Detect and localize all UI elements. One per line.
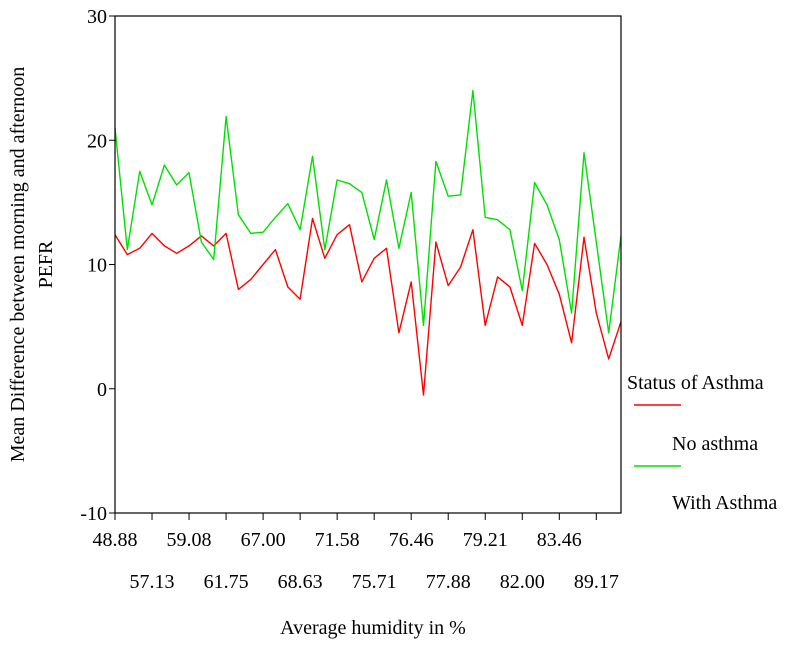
y-axis-title-line1: Mean Difference between morning and afte… bbox=[7, 67, 29, 463]
x-tick-label: 82.00 bbox=[500, 571, 545, 593]
x-axis-title: Average humidity in % bbox=[280, 617, 466, 639]
y-tick-label: -10 bbox=[80, 503, 107, 525]
x-tick-label: 48.88 bbox=[93, 529, 138, 551]
series-layer bbox=[114, 89, 622, 396]
x-tick-label: 76.46 bbox=[389, 529, 434, 551]
y-tick-label: 30 bbox=[87, 6, 107, 28]
x-tick-label: 71.58 bbox=[315, 529, 360, 551]
x-axis-ticks: 48.88 57.13 59.08 61.75 67.00 68.63 71.58 75.71… bbox=[93, 513, 619, 593]
y-tick-label: 0 bbox=[97, 379, 107, 401]
y-tick-label: 10 bbox=[87, 255, 107, 277]
legend: Status of Asthma No asthma With Asthma bbox=[627, 372, 777, 514]
legend-label-with-asthma: With Asthma bbox=[672, 492, 777, 514]
plot-frame bbox=[114, 15, 622, 514]
series-line-with-asthma bbox=[114, 89, 622, 334]
x-tick-label: 77.88 bbox=[426, 571, 471, 593]
x-tick-label: 79.21 bbox=[463, 529, 508, 551]
x-tick-label: 61.75 bbox=[204, 571, 249, 593]
x-tick-label: 59.08 bbox=[167, 529, 212, 551]
legend-title: Status of Asthma bbox=[627, 372, 764, 394]
x-tick-label: 83.46 bbox=[537, 529, 582, 551]
y-axis-ticks: -10 0 10 20 30 bbox=[80, 6, 115, 525]
x-tick-label: 75.71 bbox=[352, 571, 397, 593]
legend-label-no-asthma: No asthma bbox=[672, 433, 758, 455]
y-axis-title-line2: PEFR bbox=[35, 240, 57, 288]
x-tick-label: 89.17 bbox=[574, 571, 619, 593]
series-line-no-asthma bbox=[114, 217, 622, 396]
x-tick-label: 67.00 bbox=[241, 529, 286, 551]
x-tick-label: 57.13 bbox=[130, 571, 175, 593]
x-tick-label: 68.63 bbox=[278, 571, 323, 593]
y-tick-label: 20 bbox=[87, 130, 107, 152]
